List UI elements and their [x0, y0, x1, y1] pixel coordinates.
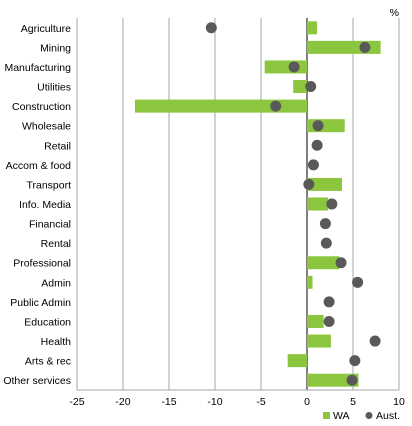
dot-aust	[320, 237, 332, 249]
category-label: Manufacturing	[4, 62, 71, 74]
x-tick-label: 10	[393, 396, 405, 408]
dot-aust	[205, 22, 217, 34]
dot-aust	[326, 198, 338, 210]
legend-label-aust: Aust.	[376, 410, 400, 422]
dot-aust	[270, 100, 282, 112]
category-label: Education	[24, 316, 71, 328]
category-label: Rental	[41, 238, 71, 250]
x-tick-label: 5	[350, 396, 356, 408]
dot-aust	[369, 335, 381, 347]
dot-aust	[346, 374, 358, 386]
category-label: Agriculture	[21, 23, 71, 35]
bar-wa	[307, 314, 324, 328]
category-label: Admin	[41, 277, 71, 289]
bar-wa	[293, 80, 307, 94]
bar-wa	[134, 99, 307, 113]
dot-aust	[305, 81, 317, 93]
bar-wa	[307, 197, 329, 211]
legend: WA Aust.	[323, 410, 400, 422]
category-label: Professional	[13, 258, 71, 270]
dot-aust	[323, 315, 335, 327]
category-label: Mining	[40, 42, 71, 54]
unit-label: %	[390, 7, 399, 19]
bar-wa	[307, 275, 313, 289]
bar-wa	[287, 354, 307, 368]
dot-aust	[335, 257, 347, 269]
x-tick-label: 0	[304, 396, 310, 408]
x-tick-label: -5	[256, 396, 265, 408]
dot-series	[205, 22, 381, 386]
x-tick-label: -20	[115, 396, 130, 408]
category-label: Accom & food	[6, 160, 72, 172]
category-label: Wholesale	[22, 121, 71, 133]
category-label: Financial	[29, 219, 71, 231]
legend-swatch-aust	[365, 412, 373, 419]
dot-aust	[352, 276, 364, 288]
dot-aust	[303, 178, 315, 190]
dot-aust	[311, 139, 323, 151]
bar-wa	[307, 373, 359, 387]
dot-aust	[312, 120, 324, 132]
category-label: Retail	[44, 140, 71, 152]
bar-wa	[307, 256, 340, 270]
category-label: Utilities	[37, 82, 71, 94]
bar-wa	[307, 21, 318, 35]
x-tick-label: -15	[161, 396, 176, 408]
dot-aust	[359, 41, 371, 53]
bar-series	[134, 21, 381, 387]
category-label: Public Admin	[10, 297, 71, 309]
bar-wa	[307, 334, 331, 348]
gridlines	[76, 18, 400, 391]
category-label: Arts & rec	[25, 356, 71, 368]
dot-aust	[349, 355, 361, 367]
dot-aust	[307, 159, 319, 171]
category-label: Health	[41, 336, 72, 348]
category-label: Info. Media	[19, 199, 71, 211]
dot-aust	[288, 61, 300, 73]
legend-swatch-wa	[323, 412, 330, 419]
bar-wa	[264, 60, 307, 74]
dot-aust	[319, 218, 331, 230]
legend-label-wa: WA	[333, 410, 350, 422]
category-label: Transport	[26, 179, 71, 191]
dot-aust	[323, 296, 335, 308]
x-tick-labels: -25 -20 -15 -10 -5 0 5 10	[69, 396, 405, 408]
category-label: Other services	[3, 375, 71, 387]
bar-wa	[307, 177, 342, 191]
category-labels: Agriculture Mining Manufacturing Utilities C…	[3, 23, 71, 387]
x-tick-label: -25	[69, 396, 84, 408]
category-label: Construction	[12, 101, 71, 113]
x-tick-label: -10	[207, 396, 222, 408]
